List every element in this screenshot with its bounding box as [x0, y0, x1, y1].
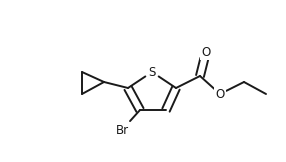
Text: O: O [215, 87, 225, 100]
Text: Br: Br [116, 123, 129, 137]
Text: S: S [148, 65, 156, 79]
Text: O: O [201, 46, 210, 58]
